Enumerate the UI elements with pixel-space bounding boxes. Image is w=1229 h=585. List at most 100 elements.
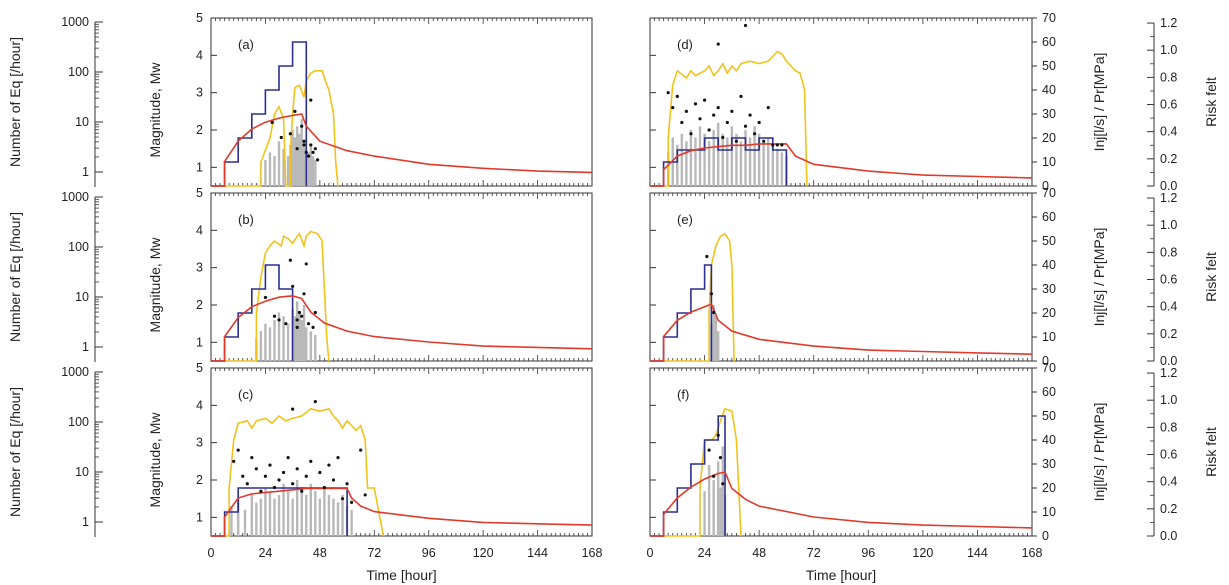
eq-rate-tick-label: 100 — [68, 415, 89, 429]
event-count-bar — [703, 491, 706, 536]
event-count-bar — [341, 494, 344, 536]
event-count-bar — [689, 130, 693, 186]
inj-tick-label: 30 — [1042, 107, 1056, 121]
panel-label: (b) — [238, 212, 254, 227]
x-tick-label: 72 — [807, 546, 821, 560]
magnitude-point — [762, 139, 766, 143]
event-count-bar — [311, 156, 315, 186]
magnitude-point — [236, 448, 240, 452]
risk-tick-label: 0.4 — [1160, 475, 1177, 489]
event-count-bar — [323, 487, 326, 536]
magnitude-point — [277, 478, 281, 482]
event-count-bar — [744, 130, 747, 186]
magnitude-point — [293, 109, 297, 113]
magnitude-point — [311, 150, 315, 154]
x-axis-label: Time [hour] — [806, 567, 876, 583]
magnitude-point — [350, 500, 354, 504]
event-count-bar — [707, 141, 711, 186]
magnitude-point — [666, 91, 670, 95]
x-tick-label: 120 — [473, 546, 494, 560]
magnitude-point — [302, 143, 306, 147]
event-count-bar — [286, 491, 290, 536]
risk-tick-label: 0.8 — [1160, 245, 1177, 259]
injection-line — [650, 415, 726, 537]
inj-axis-label: Inj[l/s] / Pr[MPa] — [1091, 403, 1107, 502]
magnitude-point — [259, 489, 263, 493]
magnitude-point — [309, 98, 313, 102]
event-count-bar — [753, 126, 756, 186]
event-count-bar — [721, 133, 724, 186]
magnitude-point — [279, 135, 283, 140]
event-count-bar — [309, 144, 312, 186]
event-count-bar — [268, 491, 272, 536]
magnitude-point — [739, 94, 743, 98]
inj-tick-label: 40 — [1042, 83, 1056, 97]
event-count-bar — [277, 141, 281, 186]
magnitude-tick-label: 4 — [196, 48, 203, 62]
magnitude-point — [263, 295, 268, 300]
magnitude-point — [698, 117, 702, 121]
x-tick-label: 24 — [258, 546, 272, 560]
event-count-bar — [264, 323, 267, 361]
inj-tick-label: 60 — [1042, 210, 1056, 224]
magnitude-point — [752, 132, 757, 136]
panel-label: (a) — [238, 37, 254, 52]
magnitude-axis-label: Magnitude, Mw — [147, 412, 163, 508]
risk-tick-label: 1.0 — [1160, 218, 1177, 232]
event-count-bar — [748, 137, 752, 186]
magnitude-point — [709, 292, 713, 296]
magnitude-point — [702, 98, 707, 102]
magnitude-point — [313, 400, 317, 404]
event-count-bar — [298, 312, 301, 361]
pressure-line — [650, 232, 735, 362]
inj-tick-label: 50 — [1042, 409, 1056, 423]
event-count-bar — [780, 152, 784, 186]
magnitude-axis-label: Magnitude, Mw — [147, 237, 163, 333]
eq-rate-axis-label: Number of Eq [/hour] — [7, 37, 23, 167]
magnitude-point — [295, 147, 299, 151]
event-count-bar — [719, 487, 722, 536]
event-count-bar — [259, 498, 263, 536]
magnitude-point — [743, 124, 748, 128]
panel-frame — [210, 367, 593, 537]
x-tick-label: 48 — [313, 546, 327, 560]
magnitude-tick-label: 5 — [196, 11, 203, 25]
magnitude-point — [707, 128, 711, 132]
magnitude-point — [766, 106, 770, 110]
magnitude-point — [304, 262, 308, 266]
panel-label: (e) — [677, 212, 693, 227]
event-count-bar — [694, 137, 697, 186]
panel-frame — [210, 192, 593, 362]
magnitude-tick-label: 4 — [196, 223, 203, 237]
magnitude-point — [288, 258, 292, 262]
magnitude-point — [297, 310, 302, 315]
event-count-bar — [291, 130, 294, 186]
event-count-bar — [726, 137, 729, 186]
magnitude-tick-label: 2 — [196, 473, 203, 487]
inj-tick-label: 50 — [1042, 59, 1056, 73]
eq-rate-tick-label: 10 — [75, 290, 89, 304]
eq-rate-tick-label: 1000 — [61, 190, 89, 204]
magnitude-point — [306, 322, 311, 326]
magnitude-point — [318, 470, 322, 475]
risk-tick-label: 0.0 — [1160, 529, 1177, 543]
event-count-bar — [712, 130, 715, 186]
event-count-bar — [305, 494, 308, 536]
risk-tick-label: 0.8 — [1160, 420, 1177, 434]
panel-frame — [649, 192, 1033, 362]
inj-tick-label: 20 — [1042, 131, 1056, 145]
x-tick-label: 120 — [912, 546, 933, 560]
inj-tick-label: 70 — [1042, 11, 1056, 25]
event-count-bar — [295, 301, 299, 361]
magnitude-point — [315, 158, 320, 162]
risk-curve — [650, 302, 1033, 362]
magnitude-point — [734, 139, 739, 143]
magnitude-point — [705, 254, 709, 259]
inj-tick-label: 30 — [1042, 282, 1056, 296]
panel-frame — [649, 367, 1033, 537]
event-count-bar — [735, 133, 738, 186]
magnitude-point — [268, 463, 272, 467]
eq-rate-axis-label: Number of Eq [/hour] — [7, 387, 23, 517]
magnitude-point — [295, 318, 299, 322]
magnitude-point — [300, 124, 304, 128]
